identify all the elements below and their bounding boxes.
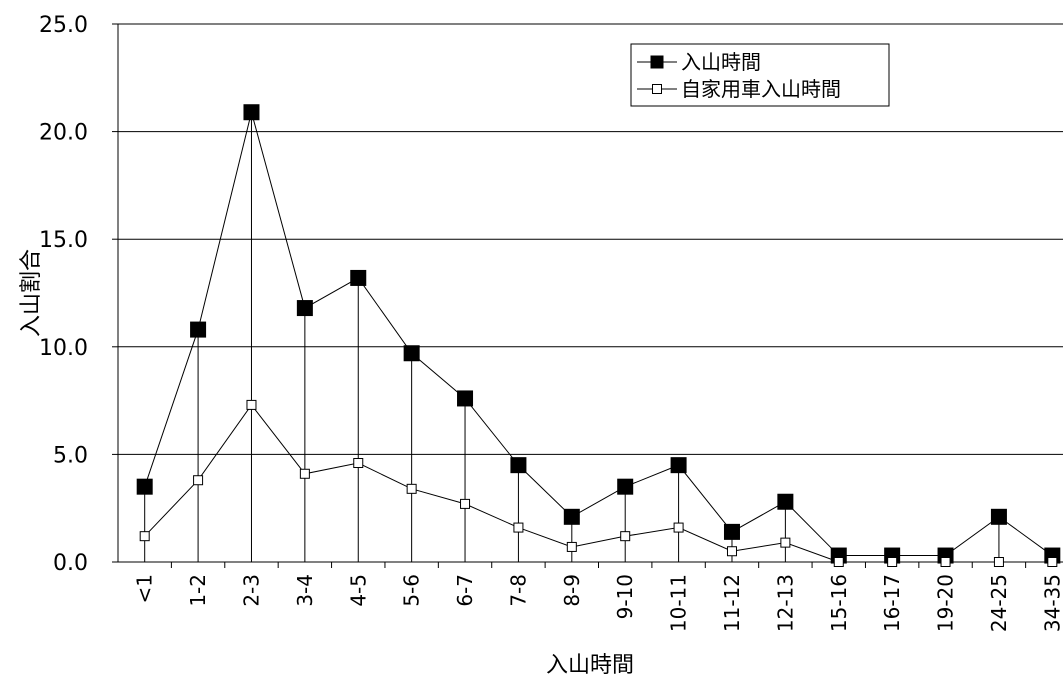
x-tick-label: 4-5: [346, 574, 370, 607]
x-tick-label: 8-9: [560, 574, 584, 607]
data-point-1: [723, 523, 740, 540]
x-tick-label: 34-35: [1040, 574, 1063, 632]
x-tick-label: 2-3: [239, 574, 263, 607]
data-point-2: [406, 483, 417, 494]
x-tick-label: 11-12: [720, 574, 744, 632]
x-tick-label: 24-25: [987, 574, 1011, 632]
data-point-2: [940, 557, 951, 567]
y-tick-label: 0.0: [53, 551, 88, 576]
data-point-1: [403, 345, 420, 362]
data-point-1: [190, 321, 207, 338]
data-point-2: [513, 522, 524, 533]
data-point-2: [620, 531, 631, 542]
data-point-1: [990, 508, 1007, 525]
drop-lines: [144, 112, 1053, 562]
data-point-1: [617, 478, 634, 495]
x-tick-label: 6-7: [453, 574, 477, 607]
series-line-1: [144, 110, 1053, 557]
data-point-1: [350, 269, 367, 286]
data-point-2: [833, 557, 844, 567]
data-point-1: [243, 104, 260, 121]
data-point-1: [563, 508, 580, 525]
data-point-1: [670, 457, 687, 474]
legend-marker-2: [652, 84, 662, 94]
x-tick-label: 5-6: [400, 574, 424, 607]
data-point-2: [887, 557, 898, 567]
y-tick-label: 15.0: [39, 228, 88, 253]
gridlines: [118, 23, 1063, 455]
data-point-2: [353, 458, 364, 469]
legend-box: [630, 43, 890, 107]
data-point-1: [457, 390, 474, 407]
data-point-2: [246, 399, 257, 410]
x-tick-label: 1-2: [186, 574, 210, 607]
y-tick-label: 25.0: [39, 13, 88, 38]
data-point-1: [136, 478, 153, 495]
x-tick-label: 12-13: [773, 574, 797, 632]
legend-label-1: 入山時間: [681, 50, 761, 74]
data-point-2: [780, 537, 791, 548]
data-point-2: [726, 546, 737, 557]
y-tick-labels: 0.0 5.0 10.0 15.0 20.0 25.0: [39, 13, 88, 576]
x-tick-label: 7-8: [506, 574, 530, 607]
x-tick-label: 19-20: [934, 574, 958, 632]
data-point-2: [460, 498, 471, 509]
x-tick-labels: <1 1-2 2-3 3-4 4-5 5-6 6-7 7-8 8-9 9-10 10-11 11-12…: [133, 574, 1063, 632]
x-tick-label: <1: [133, 574, 157, 603]
y-tick-label: 20.0: [39, 121, 88, 146]
legend-marker-1: [650, 55, 664, 69]
x-tick-label: 16-17: [880, 574, 904, 632]
x-tick-label: 10-11: [667, 574, 691, 632]
series-line-2: [144, 404, 1053, 563]
legend-label-2: 自家用車入山時間: [681, 77, 841, 101]
x-tick-label: 3-4: [293, 574, 317, 607]
data-point-2: [139, 531, 150, 542]
data-point-2: [1047, 557, 1058, 567]
y-axis-title: 入山割合: [19, 249, 44, 337]
data-point-2: [673, 522, 684, 533]
data-point-1: [296, 300, 313, 317]
y-tick-label: 10.0: [39, 336, 88, 361]
data-point-1: [510, 457, 527, 474]
x-tick-label: 9-10: [613, 574, 637, 619]
data-point-2: [193, 475, 204, 486]
data-point-2: [299, 468, 310, 479]
y-tick-label: 5.0: [53, 443, 88, 468]
data-point-2: [993, 557, 1004, 567]
x-tick-label: 15-16: [827, 574, 851, 632]
plot-area: [118, 24, 1063, 562]
x-axis-title: 入山時間: [546, 653, 634, 677]
data-point-1: [777, 493, 794, 510]
data-point-2: [566, 541, 577, 552]
series-layer: [136, 104, 1061, 567]
